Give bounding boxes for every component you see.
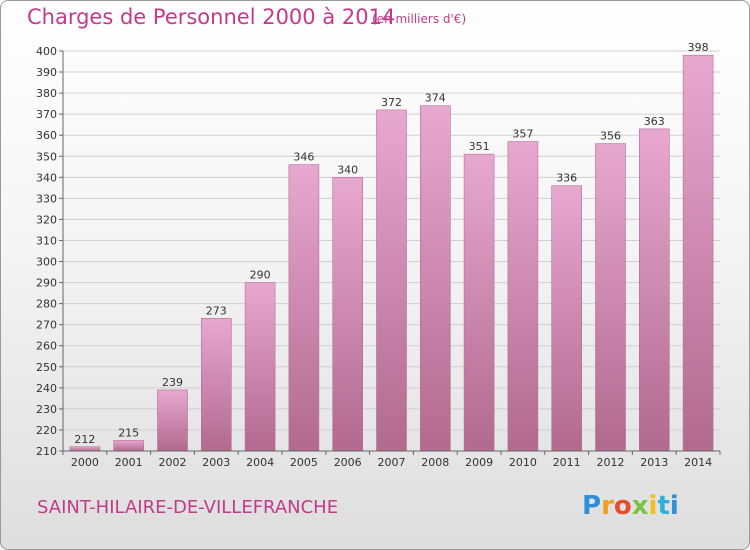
data-label-2005: 346 — [293, 151, 314, 164]
bar-2014 — [682, 54, 714, 452]
data-label-2008: 374 — [425, 92, 446, 105]
bar-2013 — [638, 128, 670, 452]
x-tick-label-2006: 2006 — [334, 456, 362, 469]
bar-2008 — [419, 105, 451, 452]
y-tick-label: 340 — [36, 171, 57, 184]
bar-2001 — [113, 440, 144, 452]
y-tick-label: 250 — [36, 361, 57, 374]
y-tick-label: 370 — [36, 108, 57, 121]
data-label-2011: 336 — [556, 172, 577, 185]
x-tick-label-2013: 2013 — [640, 456, 668, 469]
data-label-2014: 398 — [688, 41, 709, 54]
x-tick-label-2012: 2012 — [597, 456, 625, 469]
x-tick-label-2010: 2010 — [509, 456, 537, 469]
x-tick-label-2009: 2009 — [465, 456, 493, 469]
bar-2010 — [507, 141, 539, 452]
bars — [69, 54, 714, 452]
y-tick-label: 240 — [36, 382, 57, 395]
x-tick-label-2011: 2011 — [553, 456, 581, 469]
bar-2009 — [463, 153, 495, 452]
y-tick-label: 260 — [36, 340, 57, 353]
y-tick-label: 380 — [36, 87, 57, 100]
y-tick-label: 300 — [36, 256, 57, 269]
data-label-2003: 273 — [206, 304, 227, 317]
x-tick-label-2007: 2007 — [378, 456, 406, 469]
data-label-2001: 215 — [118, 426, 139, 439]
x-tick-label-2005: 2005 — [290, 456, 318, 469]
data-label-2000: 212 — [74, 433, 95, 446]
y-tick-label: 400 — [36, 45, 57, 58]
data-label-2009: 351 — [469, 140, 490, 153]
y-tick-label: 290 — [36, 277, 57, 290]
data-label-2013: 363 — [644, 115, 665, 128]
x-tick-label-2004: 2004 — [246, 456, 274, 469]
x-tick-label-2002: 2002 — [159, 456, 187, 469]
y-tick-label: 360 — [36, 129, 57, 142]
data-label-2006: 340 — [337, 163, 358, 176]
x-tick-label-2014: 2014 — [684, 456, 712, 469]
commune-name: SAINT-HILAIRE-DE-VILLEFRANCHE — [37, 497, 339, 518]
proxiti-logo: Proxiti — [582, 491, 679, 521]
y-tick-label: 270 — [36, 319, 57, 332]
x-tick-label-2001: 2001 — [115, 456, 143, 469]
bar-2003 — [201, 318, 232, 452]
data-label-2012: 356 — [600, 130, 621, 143]
labels: 210 220 230 240 250 260 270 280 290 300 310 320 330 3… — [36, 41, 712, 469]
bar-2005 — [288, 164, 320, 452]
bar-2011 — [551, 185, 583, 452]
bar-2000 — [69, 446, 101, 452]
bar-2007 — [376, 109, 407, 452]
chart-subtitle: (en milliers d'€) — [372, 12, 467, 26]
data-label-2002: 239 — [162, 376, 183, 389]
y-tick-label: 280 — [36, 298, 57, 311]
x-tick-label-2008: 2008 — [421, 456, 449, 469]
y-tick-label: 320 — [36, 213, 57, 226]
y-tick-label: 220 — [36, 424, 57, 437]
y-tick-label: 230 — [36, 403, 57, 416]
y-tick-label: 210 — [36, 445, 57, 458]
bar-2004 — [244, 282, 276, 452]
bar-2012 — [595, 143, 626, 452]
data-label-2007: 372 — [381, 96, 402, 109]
x-tick-label-2000: 2000 — [71, 456, 99, 469]
y-tick-label: 330 — [36, 192, 57, 205]
bar-2006 — [332, 177, 364, 452]
y-tick-label: 390 — [36, 66, 57, 79]
x-tick-label-2003: 2003 — [202, 456, 230, 469]
chart-title: Charges de Personnel 2000 à 2014 — [27, 5, 396, 29]
bar-2002 — [157, 389, 188, 452]
y-tick-label: 350 — [36, 150, 57, 163]
y-tick-label: 310 — [36, 234, 57, 247]
data-label-2010: 357 — [512, 128, 533, 141]
axes — [59, 50, 721, 455]
data-label-2004: 290 — [250, 269, 271, 282]
